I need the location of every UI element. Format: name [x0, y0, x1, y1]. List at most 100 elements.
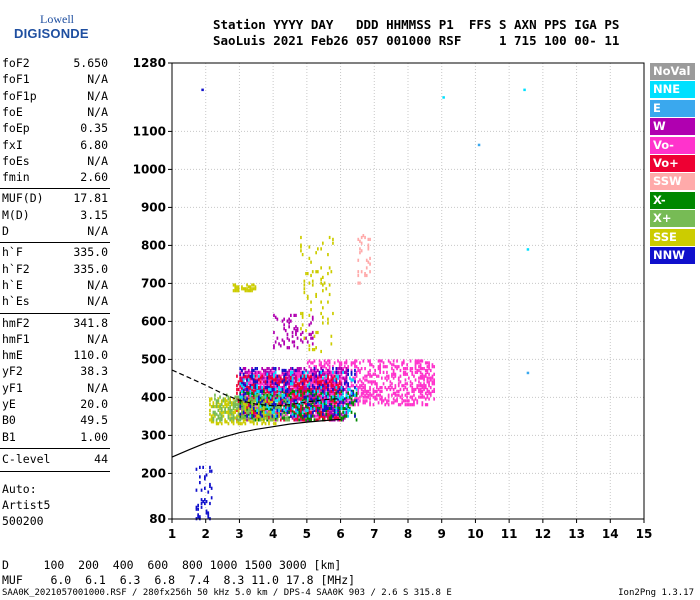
echo-point [288, 325, 290, 329]
param-name: hmE [2, 348, 23, 363]
echo-point [320, 395, 322, 399]
echo-point [283, 397, 285, 401]
echo-point [362, 234, 365, 238]
echo-point [381, 395, 383, 399]
echo-point [342, 376, 344, 380]
echo-point [261, 412, 263, 416]
echo-point [217, 399, 220, 403]
echo-point [347, 410, 349, 414]
echo-point [311, 368, 314, 373]
echo-point [406, 395, 408, 399]
echo-point [214, 393, 216, 397]
echo-point [237, 285, 240, 289]
param-name: h`F2 [2, 261, 30, 276]
echo-point [247, 393, 250, 397]
echo-point [254, 391, 257, 395]
echo-point [333, 370, 336, 374]
echo-point [413, 393, 415, 397]
echo-point [357, 273, 360, 278]
echo-point [328, 361, 331, 365]
echo-point [343, 412, 346, 416]
echo-point [357, 403, 360, 407]
echo-point [301, 405, 304, 409]
echo-point [343, 397, 346, 401]
x-tick-label: 6 [336, 527, 344, 541]
echo-point [305, 329, 307, 333]
echo-point [249, 374, 252, 378]
echo-point [209, 412, 211, 416]
echo-point [303, 387, 306, 392]
echo-point [345, 386, 348, 390]
echo-point [263, 395, 265, 399]
echo-point [232, 403, 235, 407]
echo-point [310, 370, 312, 374]
echo-point [406, 363, 408, 367]
echo-point [379, 365, 381, 369]
echo-point [426, 361, 429, 365]
echo-point [264, 412, 267, 416]
echo-point [241, 285, 243, 289]
echo-point [347, 401, 349, 405]
echo-point [327, 253, 329, 257]
echo-point [328, 266, 331, 270]
echo-point [325, 393, 328, 397]
echo-point [259, 387, 262, 392]
echo-point [246, 395, 248, 399]
echo-point [428, 397, 430, 401]
param-row: h`Es N/A [2, 294, 108, 310]
echo-point [293, 372, 296, 376]
echo-point [259, 376, 262, 380]
echo-point [332, 384, 334, 388]
echo-point [338, 406, 341, 411]
echo-point [428, 376, 430, 380]
echo-point [313, 405, 316, 409]
echo-point [301, 378, 304, 382]
echo-point [386, 387, 388, 392]
echo-point [369, 359, 371, 363]
echo-point [330, 406, 333, 411]
echo-point [295, 378, 297, 382]
echo-point [343, 380, 346, 384]
echo-point [431, 389, 434, 393]
echo-point [394, 372, 397, 376]
echo-point [232, 401, 235, 405]
echo-point [239, 382, 242, 386]
echo-point [258, 376, 260, 380]
echo-point [276, 376, 279, 380]
echo-point [301, 387, 304, 392]
echo-point [283, 372, 285, 376]
echo-point [273, 370, 275, 374]
echo-point [349, 397, 351, 401]
echo-point [360, 241, 363, 245]
echo-point [332, 412, 334, 416]
echo-cluster-xplus [212, 393, 290, 422]
echo-point [295, 384, 297, 388]
echo-point [354, 403, 356, 407]
echo-point [288, 391, 290, 395]
echo-point [236, 289, 238, 293]
echo-point [283, 387, 285, 392]
echo-point [428, 361, 430, 365]
echo-point [278, 401, 280, 405]
echo-point [428, 389, 430, 393]
echo-point [370, 363, 373, 367]
echo-point [416, 401, 419, 405]
echo-point [311, 401, 314, 405]
echo-point [426, 378, 429, 382]
echo-point [264, 401, 267, 405]
echo-point [283, 368, 285, 373]
echo-point [249, 378, 252, 382]
echo-point [330, 401, 333, 405]
echo-point [377, 367, 380, 371]
echo-point [271, 401, 274, 405]
echo-point [372, 391, 375, 395]
echo-point [315, 399, 317, 403]
echo-point [293, 344, 296, 348]
echo-point [232, 420, 235, 424]
x-tick-label: 15 [636, 527, 653, 541]
echo-point [315, 389, 317, 393]
echo-point [254, 287, 257, 291]
echo-point [364, 395, 366, 399]
echo-point [276, 317, 279, 321]
param-row: D N/A [2, 224, 108, 240]
